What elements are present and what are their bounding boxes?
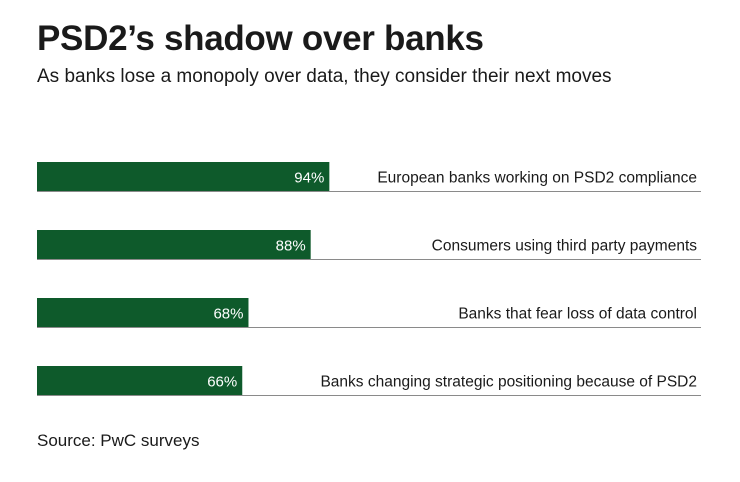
bar-value-label: 66% — [207, 374, 237, 391]
bar — [37, 230, 311, 259]
bar-value-label: 88% — [276, 238, 306, 255]
category-label: Banks that fear loss of data control — [458, 306, 697, 323]
bar — [37, 162, 330, 191]
chart-title: PSD2’s shadow over banks — [37, 19, 484, 58]
bar — [37, 366, 243, 395]
bar-value-label: 68% — [213, 306, 243, 323]
category-label: European banks working on PSD2 complianc… — [377, 170, 697, 187]
bar — [37, 298, 249, 327]
category-label: Consumers using third party payments — [432, 238, 698, 255]
category-label: Banks changing strategic positioning bec… — [320, 374, 697, 391]
bar-value-label: 94% — [294, 170, 324, 187]
source-note: Source: PwC surveys — [37, 431, 200, 450]
chart-subtitle: As banks lose a monopoly over data, they… — [37, 66, 612, 87]
